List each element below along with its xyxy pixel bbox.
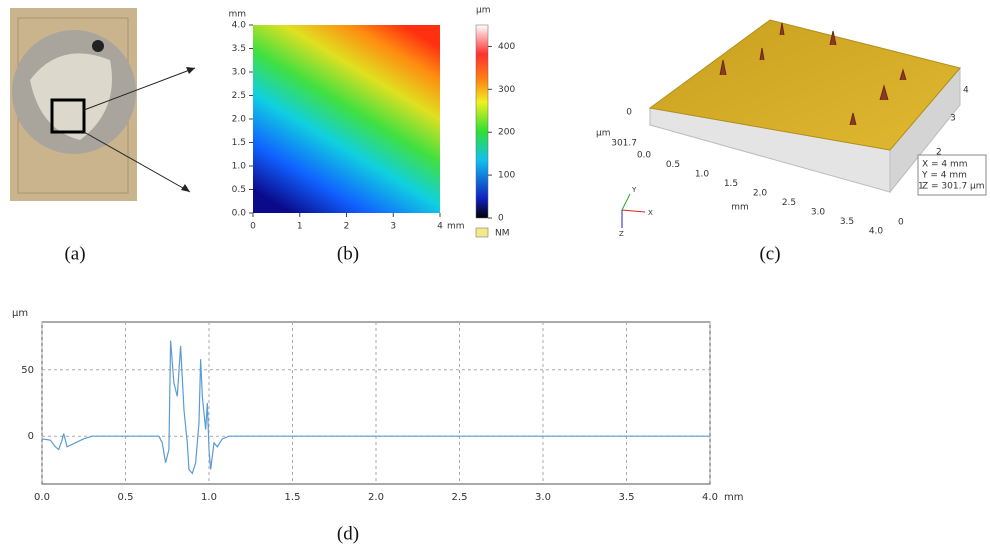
info-text: X = 4 mm: [922, 160, 968, 170]
y-tick-label: 0: [28, 431, 34, 442]
x-tick-label: 0.5: [118, 492, 134, 503]
x-tick-label: 3.0: [811, 208, 826, 218]
info-text: Z = 301.7 μm: [922, 182, 985, 192]
x-tick-label: 3.5: [840, 217, 854, 227]
x-tick-label: 2.0: [753, 189, 768, 199]
photo: [10, 8, 196, 201]
triad-label: Y: [631, 186, 637, 194]
colorbar: [475, 24, 489, 219]
panel-label: (b): [337, 243, 359, 264]
x-unit: mm: [447, 222, 465, 232]
x-axis-label: mm: [731, 203, 749, 213]
y-tick-label: 0: [898, 218, 904, 228]
x-tick-label: 4.0: [869, 227, 884, 237]
y-tick-label: 0.5: [232, 185, 246, 195]
y-tick-label: 4.0: [232, 21, 247, 31]
y-tick-label: 2: [936, 148, 942, 158]
x-tick-label: 4.0: [702, 492, 718, 503]
profile-line: [41, 340, 710, 475]
y-tick-label: 2.0: [232, 115, 247, 125]
z-tick-label: 301.7: [611, 139, 637, 149]
colorbar-tick-label: 400: [498, 42, 515, 52]
y-tick-label: 0.0: [232, 209, 247, 219]
x-tick-label: 0.0: [34, 492, 50, 503]
y-tick-label: 2.5: [232, 91, 246, 101]
y-tick-label: 1: [918, 182, 924, 192]
nm-swatch: [475, 227, 489, 238]
y-tick-label: 3.5: [232, 44, 246, 54]
heatmap-image: [253, 25, 440, 213]
colorbar-unit: μm: [476, 6, 491, 16]
z-unit: μm: [596, 129, 611, 139]
y-tick-label: 3: [950, 114, 956, 124]
y-unit: mm: [228, 10, 246, 20]
x-tick-label: 1.0: [201, 492, 217, 503]
x-tick-label: 2.5: [782, 198, 796, 208]
x-tick-label: 3: [390, 222, 396, 232]
panel-label: (a): [64, 243, 85, 264]
info-box: [917, 154, 987, 196]
y-unit: μm: [12, 308, 28, 319]
x-tick-label: 1.5: [285, 492, 301, 503]
y-tick-label: 1.5: [232, 138, 246, 148]
z-tick-label: 0: [626, 108, 632, 118]
colorbar-tick-label: 300: [498, 85, 515, 95]
x-tick-label: 3.0: [535, 492, 551, 503]
y-tick-label: 3.0: [232, 68, 247, 78]
x-tick-label: 3.5: [619, 492, 635, 503]
y-tick-label: 1.0: [232, 162, 247, 172]
colorbar-tick-label: 0: [498, 214, 504, 224]
x-tick-label: 2.5: [452, 492, 468, 503]
triad-label: Z: [619, 230, 624, 238]
x-tick-label: 1: [297, 222, 303, 232]
x-tick-label: 1.5: [724, 179, 738, 189]
x-tick-label: 2: [344, 222, 350, 232]
x-tick-label: 0.0: [637, 151, 652, 161]
info-text: Y = 4 mm: [921, 171, 967, 181]
surface-3d: [648, 19, 961, 194]
x-tick-label: 1.0: [695, 170, 710, 180]
panel-label: (c): [759, 243, 780, 264]
x-tick-label: 4: [437, 222, 443, 232]
x-tick-label: 0.5: [666, 160, 680, 170]
x-tick-label: 0: [250, 222, 256, 232]
y-tick-label: 50: [21, 365, 34, 376]
colorbar-tick-label: 200: [498, 128, 515, 138]
colorbar-tick-label: 100: [498, 171, 515, 181]
nm-label: NM: [495, 229, 510, 239]
panel-label: (d): [337, 523, 359, 544]
y-tick-label: 4: [963, 86, 969, 96]
triad-label: X: [648, 209, 653, 217]
axis-triad: [621, 193, 646, 228]
x-tick-label: 2.0: [368, 492, 384, 503]
x-unit: mm: [724, 492, 743, 503]
